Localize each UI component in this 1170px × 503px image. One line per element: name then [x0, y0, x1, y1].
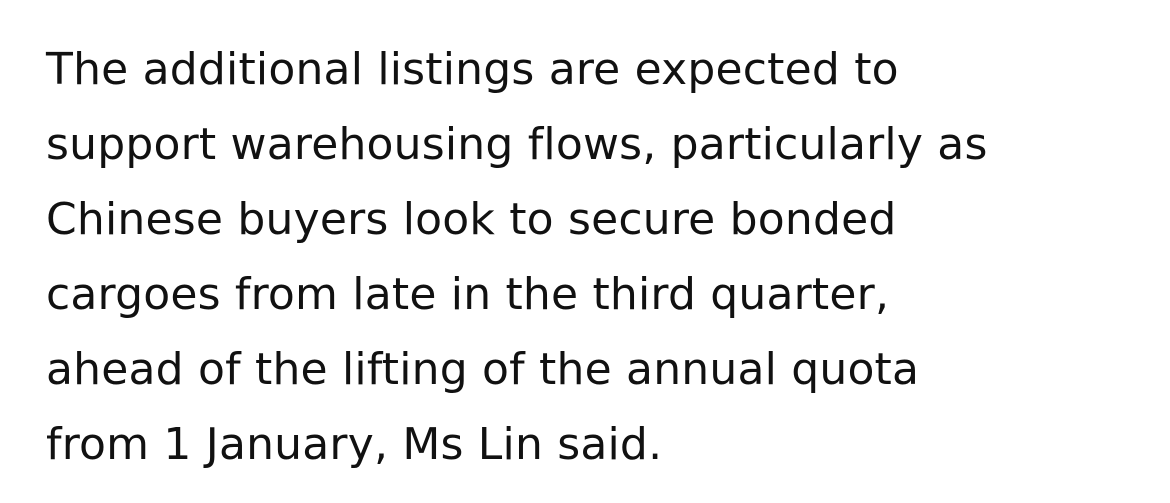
paragraph-line: ahead of the lifting of the annual quota [46, 344, 920, 395]
paragraph-line: The additional listings are expected to [46, 44, 899, 95]
paragraph-line: support warehousing flows, particularly … [46, 119, 988, 170]
article-paragraph: The additional listings are expected to … [46, 32, 988, 482]
paragraph-line: cargoes from late in the third quarter, [46, 269, 890, 320]
paragraph-line: Chinese buyers look to secure bonded [46, 194, 897, 245]
paragraph-line: from 1 January, Ms Lin said. [46, 419, 663, 470]
